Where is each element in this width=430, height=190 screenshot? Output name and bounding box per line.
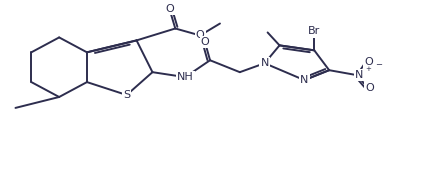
Text: −: − bbox=[374, 60, 381, 69]
Text: O: O bbox=[195, 30, 204, 40]
Text: Br: Br bbox=[307, 26, 319, 36]
Text: N: N bbox=[354, 70, 362, 80]
Text: O: O bbox=[200, 37, 209, 47]
Text: S: S bbox=[123, 90, 130, 100]
Text: +: + bbox=[364, 66, 370, 72]
Text: N: N bbox=[260, 58, 268, 68]
Text: O: O bbox=[165, 4, 173, 14]
Text: O: O bbox=[365, 83, 373, 93]
Text: O: O bbox=[364, 57, 372, 67]
Text: NH: NH bbox=[176, 72, 193, 82]
Text: N: N bbox=[299, 75, 308, 85]
